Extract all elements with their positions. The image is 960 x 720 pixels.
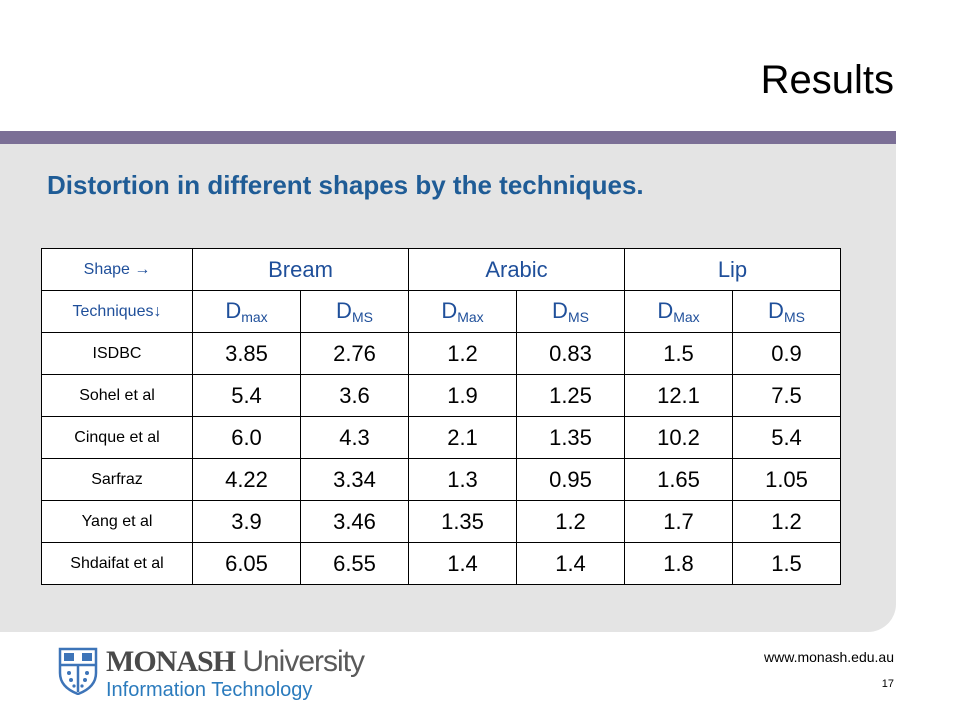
value-cell: 5.4 [192, 374, 301, 417]
value-cell: 1.8 [624, 542, 733, 585]
value-cell: 1.9 [408, 374, 517, 417]
value-cell: 4.3 [300, 416, 409, 459]
value-cell: 1.2 [408, 332, 517, 375]
techniques-header-label: Techniques↓ [41, 290, 193, 333]
technique-name: Cinque et al [41, 416, 193, 459]
subheader-cell: DMS [300, 290, 409, 333]
subheader-cell: Dmax [192, 290, 301, 333]
value-cell: 1.7 [624, 500, 733, 543]
value-cell: 1.4 [408, 542, 517, 585]
table-row: ISDBC 3.85 2.76 1.2 0.83 1.5 0.9 [41, 332, 841, 375]
slide-subtitle: Distortion in different shapes by the te… [47, 170, 644, 200]
monash-logo: MONASH University Information Technology [58, 645, 378, 705]
value-cell: 5.4 [732, 416, 841, 459]
shape-header-label: Shape → [41, 248, 193, 291]
value-cell: 3.46 [300, 500, 409, 543]
logo-faculty: Information Technology [106, 679, 313, 701]
value-cell: 1.65 [624, 458, 733, 501]
title-divider-bar [0, 131, 896, 144]
group-header-arabic: Arabic [408, 248, 625, 291]
value-cell: 1.2 [732, 500, 841, 543]
results-table: Shape → Bream Arabic Lip Techniques↓ Dma… [41, 248, 841, 585]
table-subheader-row: Techniques↓ Dmax DMS DMax DMS DMax DMS [41, 290, 841, 333]
value-cell: 1.35 [516, 416, 625, 459]
group-header-bream: Bream [192, 248, 409, 291]
value-cell: 6.0 [192, 416, 301, 459]
value-cell: 2.76 [300, 332, 409, 375]
value-cell: 3.6 [300, 374, 409, 417]
table-row: Shdaifat et al 6.05 6.55 1.4 1.4 1.8 1.5 [41, 542, 841, 585]
value-cell: 6.05 [192, 542, 301, 585]
value-cell: 1.4 [516, 542, 625, 585]
technique-name: Shdaifat et al [41, 542, 193, 585]
table-header-row: Shape → Bream Arabic Lip [41, 248, 841, 291]
value-cell: 1.35 [408, 500, 517, 543]
value-cell: 3.34 [300, 458, 409, 501]
value-cell: 1.5 [624, 332, 733, 375]
value-cell: 7.5 [732, 374, 841, 417]
monash-shield-icon [58, 647, 98, 695]
page-number: 17 [881, 678, 894, 690]
value-cell: 0.9 [732, 332, 841, 375]
table-row: Sarfraz 4.22 3.34 1.3 0.95 1.65 1.05 [41, 458, 841, 501]
table-row: Sohel et al 5.4 3.6 1.9 1.25 12.1 7.5 [41, 374, 841, 417]
table-row: Yang et al 3.9 3.46 1.35 1.2 1.7 1.2 [41, 500, 841, 543]
website-url: www.monash.edu.au [764, 649, 894, 665]
value-cell: 12.1 [624, 374, 733, 417]
logo-wordmark: MONASH University [106, 645, 365, 678]
technique-name: Sohel et al [41, 374, 193, 417]
value-cell: 10.2 [624, 416, 733, 459]
slide-title: Results [760, 58, 894, 102]
value-cell: 3.9 [192, 500, 301, 543]
subheader-cell: DMS [732, 290, 841, 333]
subheader-cell: DMax [408, 290, 517, 333]
value-cell: 2.1 [408, 416, 517, 459]
value-cell: 1.05 [732, 458, 841, 501]
value-cell: 1.3 [408, 458, 517, 501]
technique-name: Yang et al [41, 500, 193, 543]
technique-name: ISDBC [41, 332, 193, 375]
value-cell: 6.55 [300, 542, 409, 585]
value-cell: 4.22 [192, 458, 301, 501]
subheader-cell: DMax [624, 290, 733, 333]
value-cell: 0.83 [516, 332, 625, 375]
value-cell: 0.95 [516, 458, 625, 501]
value-cell: 1.25 [516, 374, 625, 417]
value-cell: 1.5 [732, 542, 841, 585]
table-row: Cinque et al 6.0 4.3 2.1 1.35 10.2 5.4 [41, 416, 841, 459]
value-cell: 3.85 [192, 332, 301, 375]
subheader-cell: DMS [516, 290, 625, 333]
group-header-lip: Lip [624, 248, 841, 291]
technique-name: Sarfraz [41, 458, 193, 501]
value-cell: 1.2 [516, 500, 625, 543]
